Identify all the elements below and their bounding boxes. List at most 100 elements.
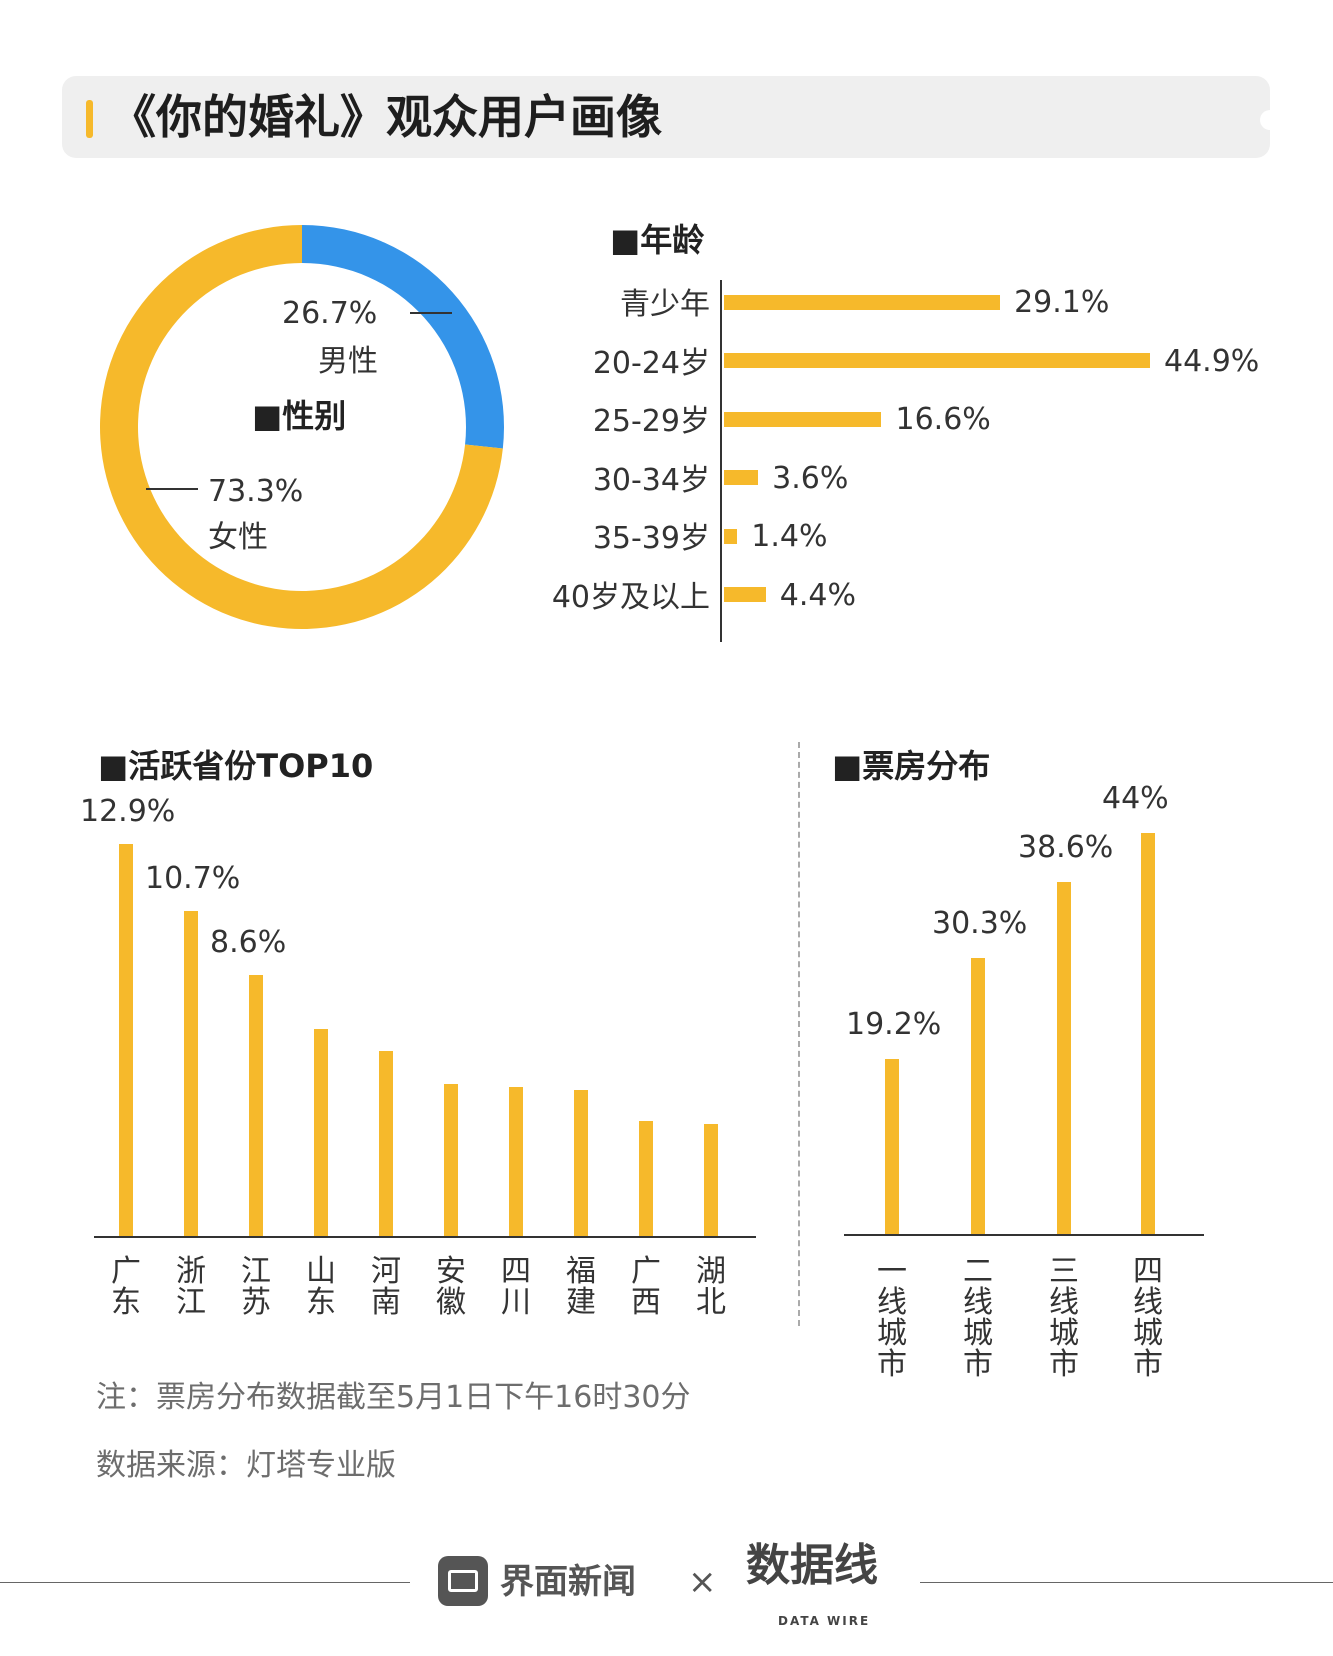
city-tier-char: 二: [963, 1254, 993, 1289]
province-name-label: 浙江: [171, 1256, 211, 1318]
age-heading: ■年龄: [610, 221, 705, 259]
city-tier-char: 市: [877, 1347, 907, 1382]
boxoffice-bar: [1141, 833, 1155, 1234]
age-axis: [720, 280, 722, 642]
city-tier-char: 市: [1133, 1347, 1163, 1382]
title-accent-mark: [86, 100, 93, 138]
female-label: 女性: [208, 520, 268, 555]
age-category-label: 青少年: [620, 287, 710, 322]
province-value-label: 12.9%: [80, 794, 176, 829]
province-name-char: 湖: [696, 1254, 726, 1289]
gender-heading: ■性别: [252, 397, 347, 435]
male-value: 26.7%: [282, 296, 378, 331]
city-tier-char: 城: [1049, 1316, 1079, 1351]
city-tier-char: 市: [1049, 1347, 1079, 1382]
city-tier-label: 三线城市: [1044, 1256, 1084, 1380]
footer-line-right: [920, 1582, 1333, 1583]
brand-datawire-sub: DATA WIRE: [778, 1614, 871, 1628]
city-tier-char: 城: [877, 1316, 907, 1351]
city-tier-char: 线: [963, 1285, 993, 1320]
gender-donut-chart: [99, 225, 504, 629]
province-name-char: 南: [371, 1285, 401, 1320]
city-tier-char: 线: [1133, 1285, 1163, 1320]
province-name-char: 浙: [176, 1254, 206, 1289]
province-name-label: 安徽: [431, 1256, 471, 1318]
city-tier-char: 线: [1049, 1285, 1079, 1320]
province-name-char: 广: [111, 1254, 141, 1289]
province-name-char: 北: [696, 1285, 726, 1320]
age-category-label: 35-39岁: [592, 521, 710, 556]
province-baseline: [94, 1236, 756, 1238]
province-bar: [314, 1029, 328, 1236]
province-name-label: 山东: [301, 1256, 341, 1318]
province-name-char: 广: [631, 1254, 661, 1289]
province-name-char: 四: [501, 1254, 531, 1289]
age-bar: [724, 528, 738, 544]
province-name-char: 西: [631, 1285, 661, 1320]
age-bar: [724, 587, 766, 602]
city-tier-char: 城: [963, 1316, 993, 1351]
boxoffice-heading: ■票房分布: [832, 747, 991, 785]
province-bar: [444, 1084, 458, 1236]
province-name-char: 徽: [436, 1285, 466, 1320]
city-tier-char: 三: [1049, 1254, 1079, 1289]
province-name-char: 川: [501, 1285, 531, 1320]
province-name-label: 广西: [626, 1256, 666, 1318]
title-bar: 《你的婚礼》观众用户画像: [62, 76, 1280, 158]
province-value-label: 8.6%: [210, 924, 287, 960]
province-name-label: 福建: [561, 1256, 601, 1318]
boxoffice-bar: [885, 1059, 899, 1234]
province-name-char: 山: [306, 1254, 336, 1289]
boxoffice-value-label: 44%: [1102, 781, 1169, 816]
age-value-label: 1.4%: [751, 519, 828, 554]
brand-jiemian: 界面新闻: [500, 1562, 636, 1602]
province-bar: [119, 844, 133, 1236]
data-source: 数据来源：灯塔专业版: [96, 1448, 396, 1483]
province-bar: [184, 910, 198, 1236]
province-name-char: 建: [566, 1285, 596, 1320]
province-name-char: 江: [176, 1285, 206, 1320]
age-value-label: 44.9%: [1164, 343, 1260, 379]
age-value-label: 3.6%: [772, 460, 849, 496]
province-name-char: 河: [371, 1254, 401, 1289]
female-value: 73.3%: [208, 474, 304, 509]
province-name-label: 河南: [366, 1256, 406, 1318]
province-name-char: 东: [306, 1285, 336, 1320]
title-notch: [1260, 110, 1280, 130]
male-slice: [302, 225, 504, 449]
jiemian-logo-icon: [438, 1556, 488, 1606]
footer-line-left: [0, 1582, 410, 1583]
city-tier-char: 一: [877, 1254, 907, 1289]
boxoffice-bar: [1057, 882, 1071, 1234]
province-bar: [639, 1120, 653, 1236]
brand-datawire-logo: 数据线: [746, 1540, 878, 1591]
city-tier-label: 二线城市: [958, 1256, 998, 1380]
city-tier-label: 四线城市: [1128, 1256, 1168, 1380]
province-heading: ■活跃省份TOP10: [98, 747, 374, 785]
age-category-label: 25-29岁: [592, 404, 710, 439]
province-name-label: 广东: [106, 1256, 146, 1318]
city-tier-label: 一线城市: [872, 1256, 912, 1380]
age-category-label: 30-34岁: [592, 462, 710, 498]
city-tier-char: 市: [963, 1347, 993, 1382]
city-tier-char: 四: [1133, 1254, 1163, 1289]
province-bar: [249, 974, 263, 1236]
footnote: 注：票房分布数据截至5月1日下午16时30分: [96, 1380, 691, 1415]
city-tier-char: 城: [1133, 1316, 1163, 1351]
boxoffice-bar: [971, 957, 985, 1234]
province-name-char: 江: [241, 1254, 271, 1289]
province-bar: [509, 1087, 523, 1236]
province-bar: [379, 1050, 393, 1236]
brand-separator: ×: [688, 1562, 717, 1602]
boxoffice-value-label: 19.2%: [846, 1007, 942, 1043]
section-divider: [798, 742, 800, 1326]
boxoffice-value-label: 38.6%: [1018, 830, 1114, 866]
age-value-label: 29.1%: [1014, 285, 1110, 320]
city-tier-char: 线: [877, 1285, 907, 1320]
province-bar: [704, 1123, 718, 1236]
age-bar: [724, 353, 1150, 368]
page-title: 《你的婚礼》观众用户画像: [110, 90, 662, 144]
province-name-label: 江苏: [236, 1256, 276, 1318]
province-name-char: 安: [436, 1254, 466, 1289]
age-value-label: 4.4%: [779, 577, 856, 613]
